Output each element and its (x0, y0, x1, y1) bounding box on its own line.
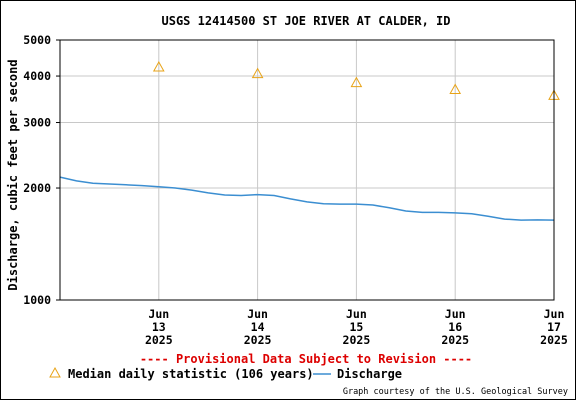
y-tick-label: 1000 (23, 293, 51, 307)
y-tick-label: 5000 (23, 33, 51, 47)
y-axis-ticks: 1000 2000 3000 4000 5000 (23, 33, 60, 307)
x-tick-label: Jun (247, 307, 268, 321)
series-layer (59, 60, 560, 221)
legend-label-median: Median daily statistic (106 years) (68, 367, 314, 381)
legend-label-discharge: Discharge (337, 367, 402, 381)
y-axis-label: Discharge, cubic feet per second (6, 59, 20, 290)
legend-median-triangle-icon (49, 366, 61, 378)
y-tick-label: 2000 (23, 181, 51, 195)
x-tick-label: 2025 (540, 333, 568, 347)
chart-title: USGS 12414500 ST JOE RIVER AT CALDER, ID (162, 14, 451, 28)
x-tick-label: 16 (448, 320, 462, 334)
median-marker (350, 76, 363, 88)
x-tick-label: 13 (152, 320, 166, 334)
x-tick-label: Jun (544, 307, 565, 321)
x-tick-label: 2025 (145, 333, 173, 347)
x-tick-label: 17 (547, 320, 561, 334)
median-marker (251, 67, 264, 79)
y-tick-label: 3000 (23, 116, 51, 130)
credit-text: Graph courtesy of the U.S. Geological Su… (343, 387, 568, 397)
plot-border (59, 39, 555, 301)
discharge-line (59, 176, 555, 221)
x-tick-label: 2025 (343, 333, 371, 347)
x-tick-label: 2025 (244, 333, 272, 347)
median-marker (152, 60, 165, 72)
plot-area (60, 40, 554, 300)
median-marker (449, 83, 462, 95)
x-tick-label: Jun (148, 307, 169, 321)
grid-lines (60, 40, 555, 300)
x-tick-label: 14 (251, 320, 265, 334)
legend: Median daily statistic (106 years) Disch… (49, 366, 402, 381)
x-tick-label: Jun (346, 307, 367, 321)
x-tick-label: Jun (445, 307, 466, 321)
x-tick-label: 2025 (441, 333, 469, 347)
y-tick-label: 4000 (23, 69, 51, 83)
provisional-notice: ---- Provisional Data Subject to Revisio… (140, 352, 472, 366)
x-axis-ticks: Jun132025Jun142025Jun152025Jun162025Jun1… (145, 307, 568, 347)
x-tick-label: 15 (349, 320, 363, 334)
